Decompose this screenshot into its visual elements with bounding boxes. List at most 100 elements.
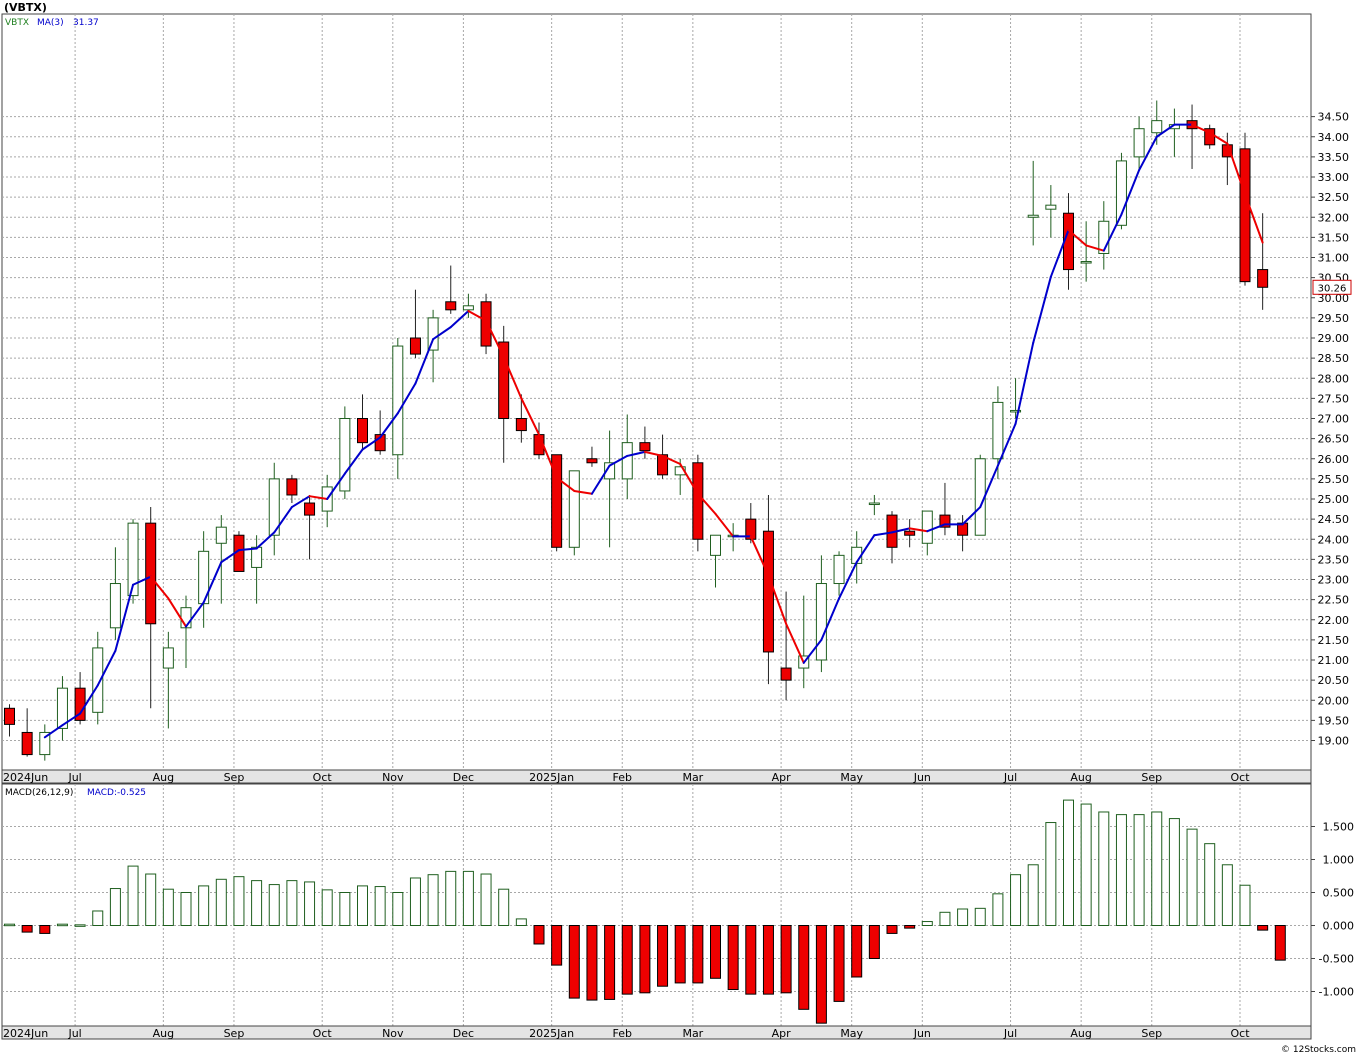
ma-segment	[838, 561, 858, 600]
macd-bar-positive	[1221, 864, 1233, 927]
macd-bar-positive	[180, 892, 192, 926]
macd-bar-negative	[639, 925, 651, 994]
ma-segment	[502, 355, 523, 400]
ma-segment	[273, 506, 293, 534]
ma-segment	[202, 561, 223, 604]
ma-segment	[290, 495, 311, 509]
macd-bar-negative	[745, 925, 757, 995]
candle-down	[939, 514, 951, 528]
y-tick-label: 20.00	[1318, 694, 1350, 707]
y-tick-label: 31.50	[1318, 231, 1350, 244]
ma-segment	[61, 712, 82, 727]
x-tick-label: Oct	[313, 771, 333, 784]
macd-bar-negative	[551, 925, 563, 966]
y-tick-label: -1.000	[1319, 986, 1354, 999]
candle-down	[780, 667, 792, 681]
macd-bar-positive	[162, 888, 174, 927]
ma-segment	[167, 597, 187, 628]
candle-up	[392, 345, 404, 456]
candle-down	[409, 337, 421, 355]
x-tick-label: Jun	[913, 771, 931, 784]
ma-segment	[749, 535, 770, 577]
candle-up	[1010, 409, 1022, 413]
candle-up	[1080, 261, 1092, 264]
ma-segment	[343, 448, 364, 475]
ma-segment	[220, 549, 240, 564]
ma-segment	[785, 622, 805, 664]
ma-segment	[308, 495, 329, 500]
macd-bar-positive	[1186, 828, 1198, 927]
ma-segment	[1085, 244, 1105, 252]
y-tick-label: 26.50	[1318, 433, 1350, 446]
macd-bar-negative	[692, 925, 704, 984]
macd-bar-positive	[1151, 811, 1163, 926]
x-tick-label: Dec	[453, 1027, 474, 1040]
ma-segment	[79, 684, 99, 715]
ma-segment	[908, 527, 929, 533]
ma-segment	[590, 464, 611, 495]
candle-down	[762, 530, 774, 653]
x-tick-label: Nov	[382, 1027, 404, 1040]
y-tick-label: 1.000	[1323, 854, 1355, 867]
macd-bar-positive	[56, 923, 68, 927]
ma-segment	[626, 450, 646, 457]
candle-down	[286, 478, 298, 496]
x-tick-label: Jul	[1003, 771, 1017, 784]
macd-bar-positive	[939, 911, 951, 926]
candle-up	[1151, 120, 1163, 134]
macd-bar-positive	[445, 870, 457, 927]
ma-segment	[414, 338, 435, 385]
x-axis-band-top	[1, 769, 1312, 784]
ma-segment	[714, 512, 735, 538]
y-tick-label: 19.50	[1318, 714, 1350, 727]
price-grid	[2, 14, 1311, 770]
legend-ma: MA(3)	[37, 18, 64, 28]
macd-bar-positive	[462, 870, 474, 927]
candle-up	[1098, 220, 1110, 254]
macd-bar-positive	[321, 889, 333, 926]
candle-down	[551, 454, 563, 548]
ma-segment	[185, 601, 205, 628]
macd-bar-positive	[480, 873, 492, 927]
macd-bar-positive	[957, 908, 969, 926]
y-tick-label: 34.50	[1318, 111, 1350, 124]
y-tick-label: 32.00	[1318, 211, 1350, 224]
y-tick-label: 23.00	[1318, 574, 1350, 587]
candle-up	[992, 401, 1004, 460]
candle-down	[515, 418, 527, 432]
ma-segment	[396, 382, 417, 415]
macd-bar-positive	[1239, 884, 1251, 926]
macd-bar-positive	[251, 880, 263, 926]
y-tick-label: 34.00	[1318, 131, 1350, 144]
macd-bar-negative	[868, 925, 880, 959]
macd-bar-positive	[215, 878, 227, 926]
candle-down	[657, 454, 669, 476]
candle-down	[357, 418, 368, 444]
y-tick-label: 29.50	[1318, 312, 1350, 325]
x-tick-label: Dec	[453, 771, 474, 784]
ma-segment	[767, 574, 788, 625]
y-tick-label: 31.00	[1318, 252, 1350, 265]
ma-segment	[1208, 131, 1229, 145]
ma-segment	[661, 454, 682, 465]
candle-up	[268, 478, 280, 536]
y-tick-label: 23.50	[1318, 553, 1350, 566]
macd-bar-positive	[1063, 799, 1074, 926]
macd-bar-negative	[904, 925, 916, 929]
x-tick-label: Sep	[1141, 771, 1162, 784]
macd-bar-positive	[1027, 864, 1039, 927]
macd-bar-positive	[268, 884, 280, 927]
y-tick-label: 26.00	[1318, 453, 1350, 466]
ma-segment	[149, 575, 170, 600]
macd-bar-positive	[145, 873, 157, 927]
macd-bar-negative	[621, 925, 633, 995]
macd-bar-positive	[109, 888, 121, 926]
ma-segment	[1032, 275, 1052, 344]
macd-bar-negative	[21, 925, 33, 933]
macd-value-label: MACD:-0.525	[87, 788, 146, 798]
y-tick-label: 30.00	[1318, 292, 1350, 305]
candle-up	[815, 583, 827, 661]
x-tick-label: 2025Jan	[529, 771, 574, 784]
y-tick-label: 22.00	[1318, 614, 1350, 627]
